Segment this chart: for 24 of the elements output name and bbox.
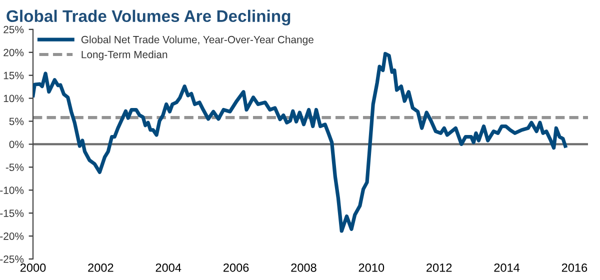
x-tick-label: 2002 [88,263,114,272]
x-tick-label: 2006 [224,263,249,272]
y-tick-label: -25% [0,256,24,263]
x-tick-label: 2000 [20,263,46,272]
legend-label: Global Net Trade Volume, Year-Over-Year Change [81,36,314,46]
x-tick-label: 2010 [358,263,384,272]
line-series [33,52,568,233]
x-tick-label: 2016 [562,263,588,272]
y-tick-label: -15% [0,210,24,217]
x-tick-label: 2004 [156,263,182,272]
y-tick-label: 0% [9,140,24,148]
y-tick-label: -10% [0,186,24,194]
y-tick-label: 20% [4,48,24,56]
x-tick-label: 2012 [426,263,452,272]
y-tick-label: -5% [6,164,24,172]
x-tick-label: 2008 [291,263,316,272]
legend-label: Long-Term Median [82,50,168,60]
y-tick-label: 5% [9,118,24,126]
y-tick-label: 25% [4,26,24,34]
chart-title: Global Trade Volumes Are Declining [6,10,290,26]
x-tick-label: 2014 [494,263,520,272]
y-tick-label: -20% [0,232,24,240]
y-tick-label: 15% [4,72,24,80]
y-tick-label: 10% [4,94,24,102]
